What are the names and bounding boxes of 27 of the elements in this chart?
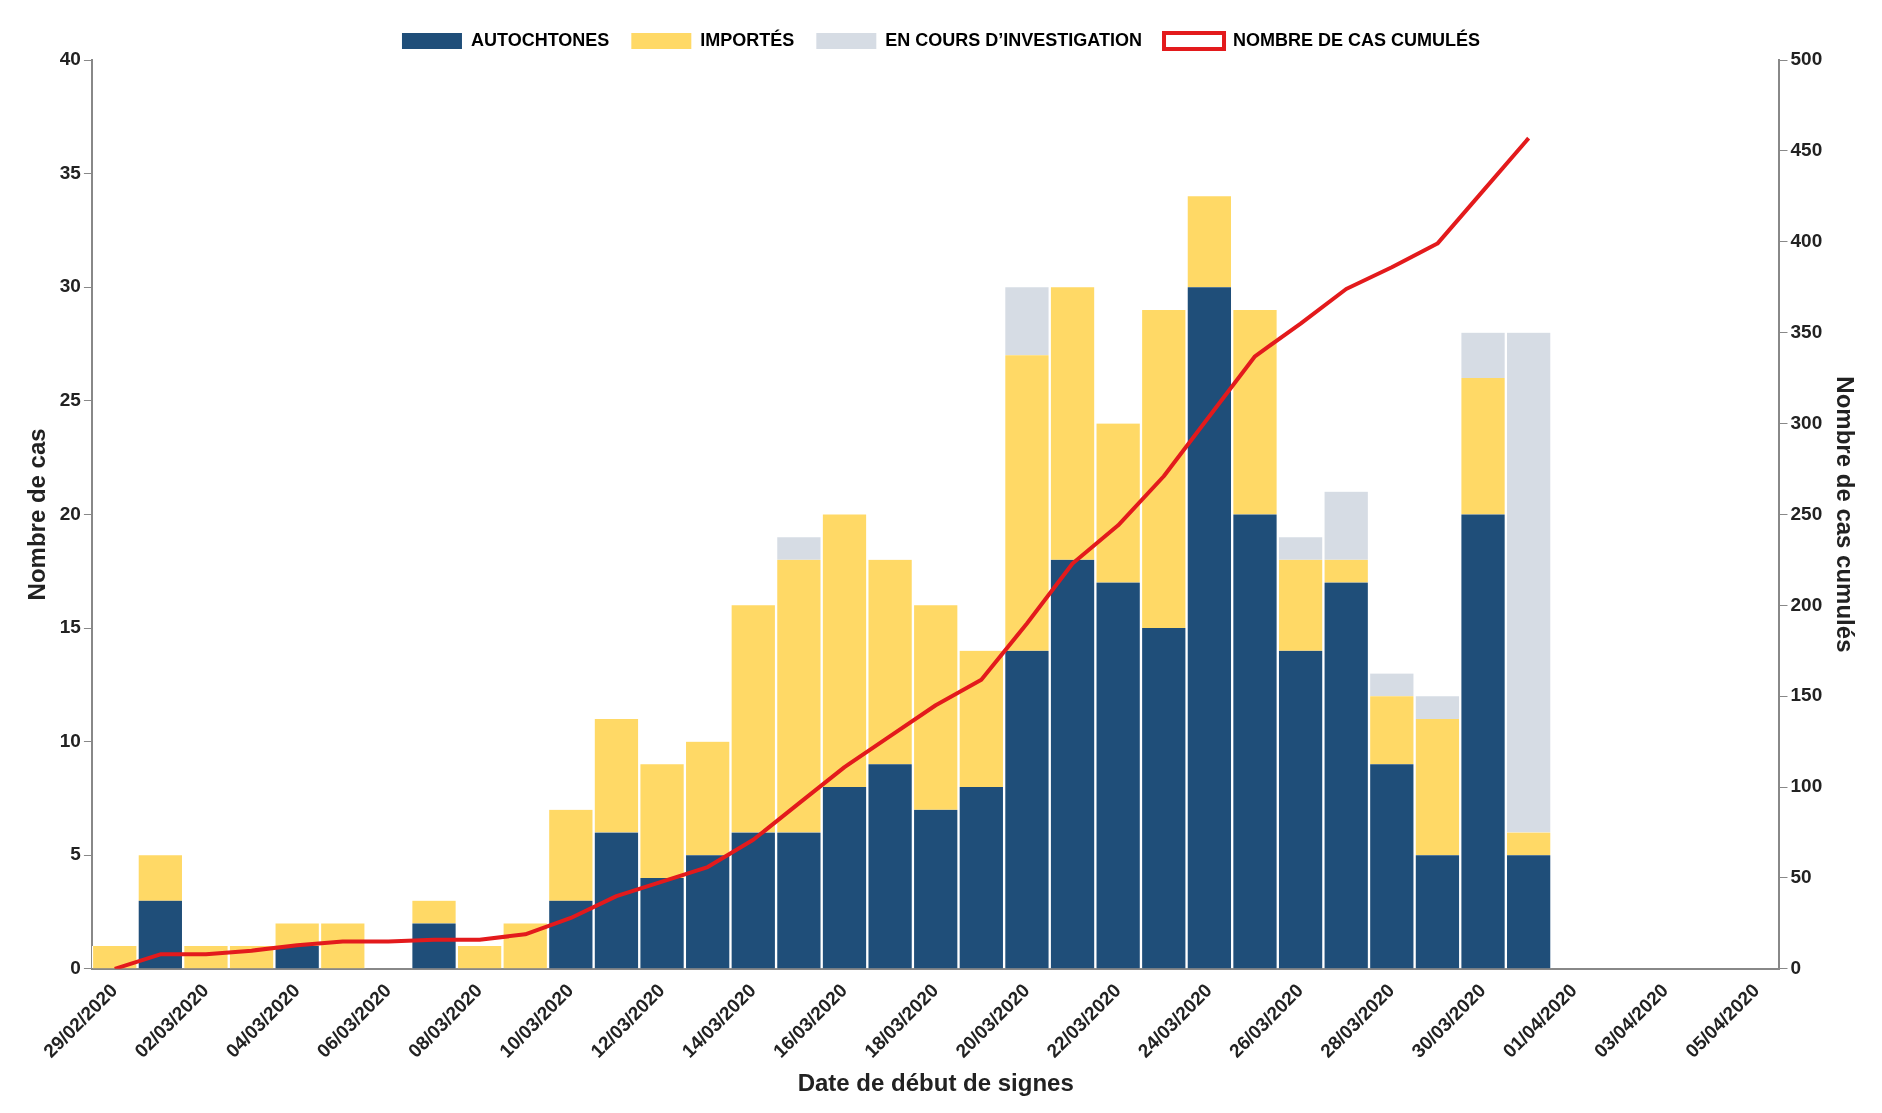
y2-tick-label: 200 bbox=[1790, 593, 1823, 615]
y-axis-title: Nombre de cas bbox=[23, 428, 51, 601]
y-tick-label: 20 bbox=[59, 502, 81, 524]
y2-axis-title: Nombre de cas cumulés bbox=[1831, 376, 1859, 653]
y2-tick-label: 350 bbox=[1790, 320, 1823, 342]
y2-tick-label: 450 bbox=[1790, 139, 1823, 161]
y-tick-label: 25 bbox=[59, 389, 82, 411]
y2-tick-label: 100 bbox=[1790, 775, 1823, 797]
y-tick-label: 35 bbox=[59, 161, 82, 183]
y2-tick-label: 250 bbox=[1790, 502, 1823, 524]
legend-label: IMPORTÉS bbox=[700, 28, 795, 50]
legend-label: NOMBRE DE CAS CUMULÉS bbox=[1233, 28, 1481, 50]
y-tick-label: 5 bbox=[70, 843, 82, 865]
y-tick-label: 10 bbox=[59, 729, 81, 751]
y-tick-label: 40 bbox=[59, 48, 81, 70]
y2-tick-label: 50 bbox=[1790, 866, 1812, 888]
legend-label: AUTOCHTONES bbox=[470, 29, 610, 50]
y2-tick-label: 400 bbox=[1790, 230, 1823, 251]
y2-tick-label: 150 bbox=[1790, 684, 1823, 706]
y-tick-label: 0 bbox=[70, 957, 81, 979]
y-tick-label: 30 bbox=[59, 275, 81, 297]
y2-tick-label: 0 bbox=[1790, 957, 1802, 979]
legend-label: EN COURS D’INVESTIGATION bbox=[885, 29, 1143, 50]
y2-tick-label: 500 bbox=[1790, 48, 1823, 70]
x-axis-title: Date de début de signes bbox=[797, 1069, 1074, 1097]
y2-tick-label: 300 bbox=[1790, 411, 1823, 433]
y-tick-label: 15 bbox=[59, 616, 82, 638]
